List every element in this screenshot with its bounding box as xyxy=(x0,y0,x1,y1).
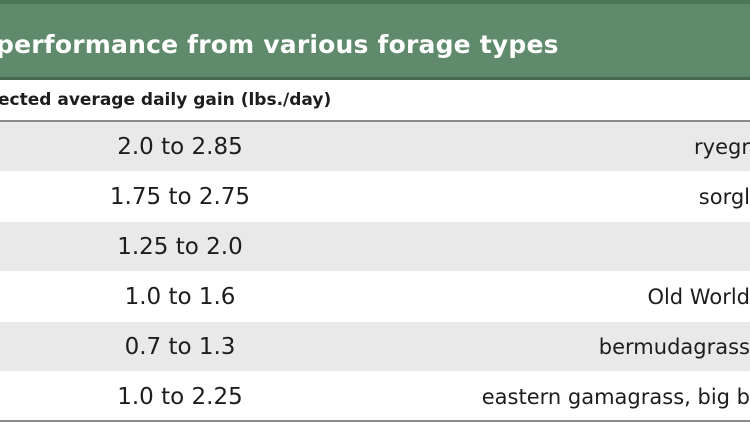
forage-cell: sorgl xyxy=(698,185,750,209)
gain-cell: 1.75 to 2.75 xyxy=(109,184,251,210)
table-row: 0.7 to 1.3 bermudagrass xyxy=(0,322,750,372)
forage-cell: Old World xyxy=(647,285,750,309)
table-row: 2.0 to 2.85 ryegr xyxy=(0,122,750,172)
gain-cell: 2.0 to 2.85 xyxy=(117,134,243,160)
gain-cell: 1.25 to 2.0 xyxy=(117,234,243,260)
table-title-bar: performance from various forage types xyxy=(0,0,750,80)
gain-cell: 1.0 to 2.25 xyxy=(117,384,243,410)
forage-cell: eastern gamagrass, big b xyxy=(481,385,750,409)
table-row: 1.0 to 2.25 eastern gamagrass, big b xyxy=(0,372,750,422)
table-body: 2.0 to 2.85 ryegr 1.75 to 2.75 sorgl 1.2… xyxy=(0,122,750,422)
table-header-row: ected average daily gain (lbs./day) xyxy=(0,80,750,122)
table-row: 1.0 to 1.6 Old World xyxy=(0,272,750,322)
table-row: 1.25 to 2.0 xyxy=(0,222,750,272)
forage-cell: bermudagrass xyxy=(598,335,750,359)
gain-cell: 0.7 to 1.3 xyxy=(124,334,236,360)
table-row: 1.75 to 2.75 sorgl xyxy=(0,172,750,222)
forage-cell: ryegr xyxy=(694,135,750,159)
column-header-gain: ected average daily gain (lbs./day) xyxy=(0,90,332,110)
table-title: performance from various forage types xyxy=(0,30,559,59)
gain-cell: 1.0 to 1.6 xyxy=(124,284,236,310)
